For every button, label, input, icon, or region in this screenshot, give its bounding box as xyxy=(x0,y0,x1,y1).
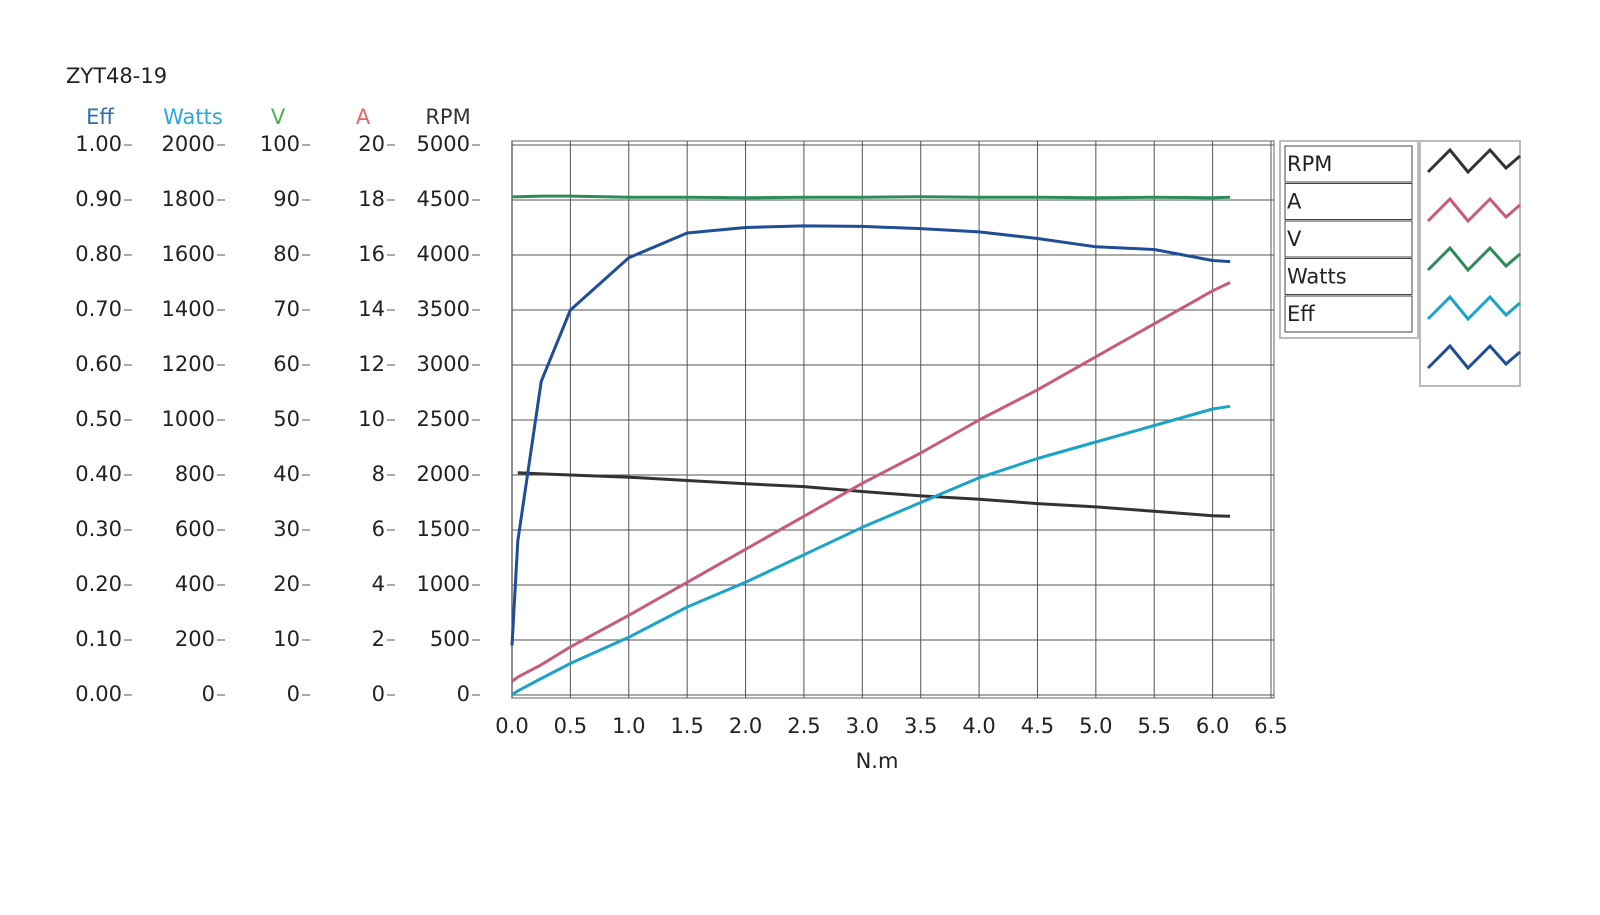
y-tick-label: 4000 xyxy=(417,242,470,266)
legend-swatch xyxy=(1426,196,1521,224)
series-line xyxy=(517,471,1231,518)
y-tick-label: 30 xyxy=(273,517,300,541)
legend-cell xyxy=(1284,220,1413,258)
y-tick-label: 50 xyxy=(273,407,300,431)
x-axis-label: N.m xyxy=(856,749,899,773)
x-tick-label: 4.0 xyxy=(962,714,995,738)
y-tick-label: 0 xyxy=(287,682,300,706)
legend-label: Watts xyxy=(1287,265,1347,289)
y-tick-label: 40 xyxy=(273,462,300,486)
x-tick-label: 2.5 xyxy=(787,714,820,738)
y-tick-label: 0 xyxy=(457,682,470,706)
x-tick-label: 4.5 xyxy=(1021,714,1054,738)
legend-swatch xyxy=(1426,147,1521,175)
y-tick-label: 20 xyxy=(273,572,300,596)
y-tick-label: 200 xyxy=(175,627,215,651)
y-tick-label: 6 xyxy=(372,517,385,541)
legend-label: RPM xyxy=(1287,152,1332,176)
chart-title: ZYT48-19 xyxy=(66,64,167,88)
legend-swatch xyxy=(1426,294,1521,322)
y-tick-label: 70 xyxy=(273,297,300,321)
axis-title: Eff xyxy=(86,105,114,129)
y-tick-label: 1800 xyxy=(162,187,215,211)
legend-label: A xyxy=(1287,190,1302,214)
axis-title: Watts xyxy=(163,105,223,129)
x-tick-label: 0.0 xyxy=(495,714,528,738)
x-tick-label: 6.0 xyxy=(1196,714,1229,738)
y-tick-label: 500 xyxy=(430,627,470,651)
y-tick-label: 80 xyxy=(273,242,300,266)
y-tick-label: 3500 xyxy=(417,297,470,321)
y-tick-label: 0.90 xyxy=(75,187,122,211)
legend-cell xyxy=(1284,145,1413,183)
y-tick-label: 1200 xyxy=(162,352,215,376)
y-tick-label: 600 xyxy=(175,517,215,541)
y-tick-label: 16 xyxy=(358,242,385,266)
y-tick-label: 12 xyxy=(358,352,385,376)
y-tick-label: 1000 xyxy=(417,572,470,596)
y-tick-label: 3000 xyxy=(417,352,470,376)
legend-cell xyxy=(1284,183,1413,220)
legend xyxy=(1279,140,1419,339)
y-tick-label: 0.00 xyxy=(75,682,122,706)
y-tick-label: 20 xyxy=(358,132,385,156)
legend-cell xyxy=(1284,295,1413,333)
series-line xyxy=(511,404,1231,697)
y-tick-label: 4500 xyxy=(417,187,470,211)
y-tick-label: 0.60 xyxy=(75,352,122,376)
y-tick-label: 100 xyxy=(260,132,300,156)
y-tick-label: 0 xyxy=(202,682,215,706)
y-tick-label: 400 xyxy=(175,572,215,596)
y-tick-label: 5000 xyxy=(417,132,470,156)
x-tick-label: 1.5 xyxy=(670,714,703,738)
y-tick-label: 800 xyxy=(175,462,215,486)
y-tick-label: 1600 xyxy=(162,242,215,266)
y-tick-label: 0.70 xyxy=(75,297,122,321)
y-tick-label: 8 xyxy=(372,462,385,486)
y-tick-label: 0.50 xyxy=(75,407,122,431)
y-tick-label: 1500 xyxy=(417,517,470,541)
y-tick-label: 2000 xyxy=(417,462,470,486)
y-tick-label: 60 xyxy=(273,352,300,376)
y-tick-label: 10 xyxy=(358,407,385,431)
x-tick-label: 3.5 xyxy=(904,714,937,738)
y-tick-label: 2000 xyxy=(162,132,215,156)
x-tick-label: 6.5 xyxy=(1254,714,1287,738)
y-tick-label: 0.30 xyxy=(75,517,122,541)
legend-swatch xyxy=(1426,343,1521,371)
y-tick-label: 1.00 xyxy=(75,132,122,156)
y-tick-label: 4 xyxy=(372,572,385,596)
legend-swatch xyxy=(1426,245,1521,273)
y-tick-label: 1400 xyxy=(162,297,215,321)
x-tick-label: 2.0 xyxy=(729,714,762,738)
y-tick-label: 2500 xyxy=(417,407,470,431)
series-line xyxy=(510,224,1231,646)
y-tick-label: 0.40 xyxy=(75,462,122,486)
axis-title: RPM xyxy=(425,105,470,129)
y-tick-label: 2 xyxy=(372,627,385,651)
x-tick-label: 5.0 xyxy=(1079,714,1112,738)
series-line xyxy=(511,281,1231,683)
legend-label: Eff xyxy=(1287,302,1315,326)
y-tick-label: 0.10 xyxy=(75,627,122,651)
series-line xyxy=(512,194,1231,200)
x-tick-label: 3.0 xyxy=(846,714,879,738)
x-tick-label: 5.5 xyxy=(1138,714,1171,738)
axis-title: V xyxy=(271,105,286,129)
legend-label: V xyxy=(1287,227,1302,251)
y-tick-label: 10 xyxy=(273,627,300,651)
y-tick-label: 90 xyxy=(273,187,300,211)
x-tick-label: 1.0 xyxy=(612,714,645,738)
axis-title: A xyxy=(356,105,371,129)
y-tick-label: 0 xyxy=(372,682,385,706)
y-tick-label: 0.80 xyxy=(75,242,122,266)
legend-cell xyxy=(1284,258,1413,295)
y-tick-label: 14 xyxy=(358,297,385,321)
x-tick-label: 0.5 xyxy=(554,714,587,738)
legend-swatch-box xyxy=(1419,140,1521,387)
y-tick-label: 0.20 xyxy=(75,572,122,596)
y-tick-label: 18 xyxy=(358,187,385,211)
y-tick-label: 1000 xyxy=(162,407,215,431)
